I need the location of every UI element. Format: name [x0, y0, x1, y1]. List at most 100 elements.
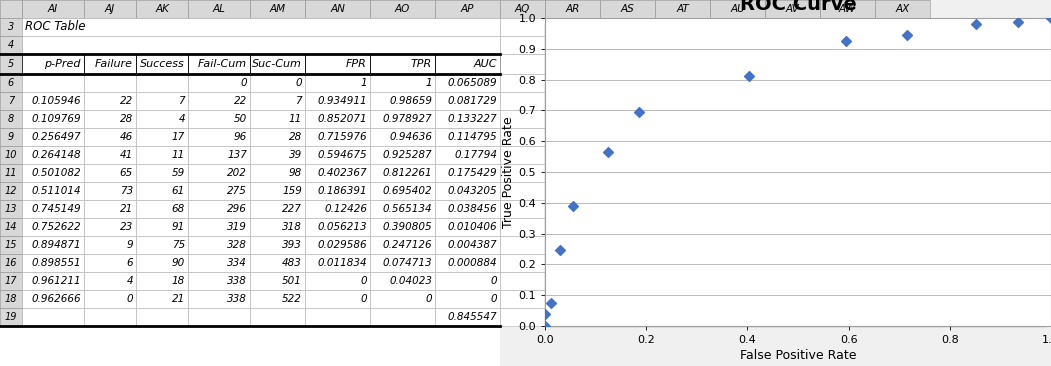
Text: AW: AW	[839, 4, 857, 14]
FancyBboxPatch shape	[600, 182, 655, 200]
FancyBboxPatch shape	[188, 236, 250, 254]
FancyBboxPatch shape	[370, 182, 435, 200]
FancyBboxPatch shape	[435, 254, 500, 272]
X-axis label: False Positive Rate: False Positive Rate	[740, 349, 857, 362]
Text: 0.043205: 0.043205	[448, 186, 497, 196]
FancyBboxPatch shape	[820, 236, 875, 254]
FancyBboxPatch shape	[435, 92, 500, 110]
Text: 41: 41	[120, 150, 133, 160]
FancyBboxPatch shape	[136, 272, 188, 290]
Text: 0.715976: 0.715976	[317, 132, 367, 142]
FancyBboxPatch shape	[435, 308, 500, 326]
Text: 28: 28	[120, 114, 133, 124]
FancyBboxPatch shape	[136, 254, 188, 272]
FancyBboxPatch shape	[765, 54, 820, 74]
Text: 0.898551: 0.898551	[32, 258, 81, 268]
FancyBboxPatch shape	[0, 36, 22, 54]
Text: 137: 137	[227, 150, 247, 160]
FancyBboxPatch shape	[765, 182, 820, 200]
Text: 46: 46	[120, 132, 133, 142]
FancyBboxPatch shape	[188, 254, 250, 272]
Point	[537, 323, 554, 329]
FancyBboxPatch shape	[500, 0, 545, 18]
FancyBboxPatch shape	[136, 164, 188, 182]
FancyBboxPatch shape	[545, 182, 600, 200]
Text: AX: AX	[895, 4, 909, 14]
FancyBboxPatch shape	[0, 218, 22, 236]
FancyBboxPatch shape	[710, 254, 765, 272]
FancyBboxPatch shape	[545, 146, 600, 164]
FancyBboxPatch shape	[545, 218, 600, 236]
FancyBboxPatch shape	[370, 54, 435, 74]
FancyBboxPatch shape	[188, 218, 250, 236]
FancyBboxPatch shape	[875, 218, 930, 236]
FancyBboxPatch shape	[250, 182, 305, 200]
Text: AUC: AUC	[474, 59, 497, 69]
Text: 59: 59	[171, 168, 185, 178]
FancyBboxPatch shape	[655, 236, 710, 254]
FancyBboxPatch shape	[875, 128, 930, 146]
FancyBboxPatch shape	[250, 200, 305, 218]
Text: 0.845547: 0.845547	[448, 312, 497, 322]
Text: p-Pred: p-Pred	[44, 59, 81, 69]
Text: 227: 227	[282, 204, 302, 214]
FancyBboxPatch shape	[188, 146, 250, 164]
FancyBboxPatch shape	[655, 218, 710, 236]
Text: 0.105946: 0.105946	[32, 96, 81, 106]
FancyBboxPatch shape	[370, 164, 435, 182]
FancyBboxPatch shape	[84, 290, 136, 308]
FancyBboxPatch shape	[820, 128, 875, 146]
Text: 0.133227: 0.133227	[448, 114, 497, 124]
FancyBboxPatch shape	[84, 182, 136, 200]
FancyBboxPatch shape	[600, 36, 655, 54]
FancyBboxPatch shape	[0, 92, 22, 110]
Text: 13: 13	[5, 204, 17, 214]
Text: 483: 483	[282, 258, 302, 268]
FancyBboxPatch shape	[655, 18, 710, 36]
Text: 0.065089: 0.065089	[448, 78, 497, 88]
FancyBboxPatch shape	[22, 218, 84, 236]
FancyBboxPatch shape	[188, 0, 250, 18]
FancyBboxPatch shape	[305, 146, 370, 164]
FancyBboxPatch shape	[765, 200, 820, 218]
FancyBboxPatch shape	[765, 272, 820, 290]
FancyBboxPatch shape	[250, 290, 305, 308]
Text: 0.962666: 0.962666	[32, 294, 81, 304]
Title: ROC Curve: ROC Curve	[740, 0, 857, 14]
Text: 91: 91	[171, 222, 185, 232]
Text: 0.109769: 0.109769	[32, 114, 81, 124]
Text: 11: 11	[289, 114, 302, 124]
FancyBboxPatch shape	[84, 92, 136, 110]
FancyBboxPatch shape	[600, 74, 655, 92]
FancyBboxPatch shape	[0, 18, 22, 36]
FancyBboxPatch shape	[188, 74, 250, 92]
Text: 14: 14	[5, 222, 17, 232]
FancyBboxPatch shape	[84, 110, 136, 128]
FancyBboxPatch shape	[0, 308, 22, 326]
FancyBboxPatch shape	[250, 74, 305, 92]
FancyBboxPatch shape	[250, 308, 305, 326]
Text: 96: 96	[233, 132, 247, 142]
FancyBboxPatch shape	[545, 36, 600, 54]
FancyBboxPatch shape	[655, 128, 710, 146]
FancyBboxPatch shape	[545, 272, 600, 290]
FancyBboxPatch shape	[250, 218, 305, 236]
Text: 7: 7	[295, 96, 302, 106]
Text: 9: 9	[7, 132, 14, 142]
Text: 0.175429: 0.175429	[448, 168, 497, 178]
Text: 338: 338	[227, 294, 247, 304]
FancyBboxPatch shape	[0, 164, 22, 182]
FancyBboxPatch shape	[84, 200, 136, 218]
FancyBboxPatch shape	[820, 18, 875, 36]
FancyBboxPatch shape	[500, 218, 545, 236]
FancyBboxPatch shape	[765, 128, 820, 146]
FancyBboxPatch shape	[655, 110, 710, 128]
Text: AK: AK	[156, 4, 169, 14]
FancyBboxPatch shape	[305, 182, 370, 200]
FancyBboxPatch shape	[765, 254, 820, 272]
Point	[542, 300, 559, 306]
FancyBboxPatch shape	[136, 74, 188, 92]
FancyBboxPatch shape	[22, 308, 84, 326]
FancyBboxPatch shape	[820, 308, 875, 326]
FancyBboxPatch shape	[820, 36, 875, 54]
